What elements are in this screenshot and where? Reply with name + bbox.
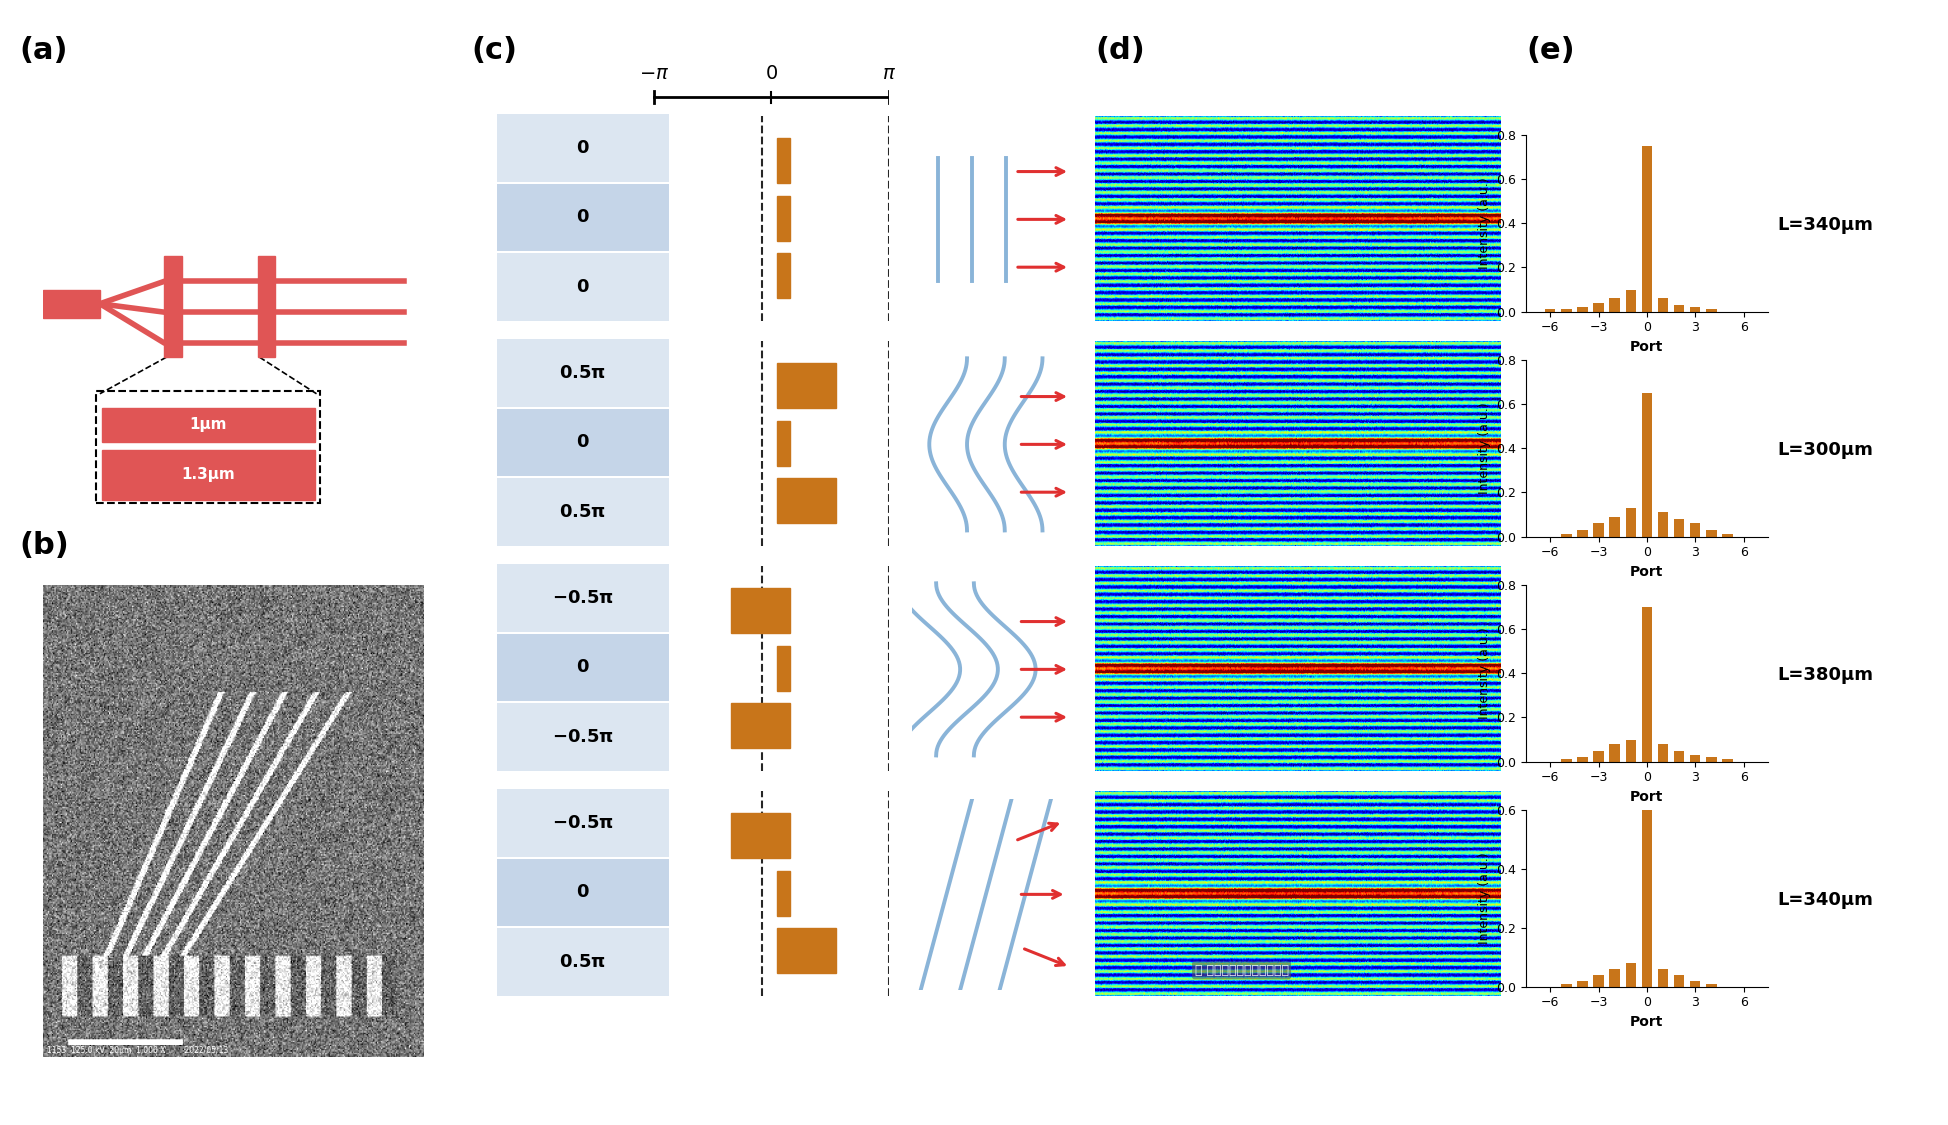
Bar <box>1704 757 1716 762</box>
Bar <box>101 450 314 500</box>
Bar <box>1704 983 1716 987</box>
Bar <box>1658 512 1667 537</box>
Bar <box>730 588 789 633</box>
Bar <box>1576 981 1588 987</box>
Text: $\mathbf{0}$: $\mathbf{0}$ <box>577 883 588 901</box>
Text: $\mathbf{-0.5\pi}$: $\mathbf{-0.5\pi}$ <box>551 590 614 608</box>
Text: L=380μm: L=380μm <box>1777 666 1872 684</box>
X-axis label: Port: Port <box>1629 565 1664 579</box>
Bar <box>777 253 789 298</box>
Bar <box>1560 309 1570 312</box>
X-axis label: Port: Port <box>1629 790 1664 804</box>
Text: L=340μm: L=340μm <box>1777 216 1872 234</box>
Bar <box>1658 744 1667 762</box>
Bar <box>1593 750 1603 762</box>
Bar <box>1704 309 1716 312</box>
Bar <box>1658 969 1667 987</box>
Bar <box>1689 307 1699 312</box>
Bar <box>1625 739 1634 762</box>
Bar <box>777 196 789 241</box>
Bar <box>1673 519 1683 537</box>
Bar <box>1609 969 1619 987</box>
Bar <box>1640 393 1652 537</box>
Text: 1μm: 1μm <box>189 417 226 432</box>
Bar <box>1689 755 1699 762</box>
Bar <box>1625 963 1634 987</box>
X-axis label: Port: Port <box>1629 1015 1664 1029</box>
Bar <box>1560 983 1570 987</box>
Text: (c): (c) <box>471 36 518 65</box>
Text: $\mathbf{-0.5\pi}$: $\mathbf{-0.5\pi}$ <box>551 814 614 832</box>
Bar <box>1609 744 1619 762</box>
Text: Ⓝ 沃特德古董特纳纳光子学: Ⓝ 沃特德古董特纳纳光子学 <box>1194 964 1288 976</box>
Bar <box>1722 534 1732 537</box>
Text: $\pi$: $\pi$ <box>880 64 896 82</box>
Text: $\mathbf{0}$: $\mathbf{0}$ <box>577 140 588 158</box>
Bar <box>1658 298 1667 312</box>
Text: $\mathbf{0}$: $\mathbf{0}$ <box>577 278 588 296</box>
Bar <box>730 813 789 858</box>
Bar <box>1593 975 1603 987</box>
Text: 1.3μm: 1.3μm <box>181 467 236 483</box>
Text: 1153  125.0 kV  20μm  1,000 X        2022/05/13: 1153 125.0 kV 20μm 1,000 X 2022/05/13 <box>47 1046 228 1055</box>
Text: $\mathbf{0}$: $\mathbf{0}$ <box>577 433 588 451</box>
Bar <box>1545 309 1555 312</box>
Text: L=300μm: L=300μm <box>1777 441 1872 459</box>
Bar <box>101 407 314 441</box>
Bar <box>730 703 789 748</box>
Bar <box>1593 523 1603 537</box>
Text: $\mathbf{0.5\pi}$: $\mathbf{0.5\pi}$ <box>559 503 606 521</box>
Y-axis label: Intensity (a.u.): Intensity (a.u.) <box>1477 403 1490 494</box>
Bar <box>1640 810 1652 987</box>
Bar <box>1704 530 1716 537</box>
Bar <box>1689 981 1699 987</box>
Bar <box>1722 759 1732 762</box>
Text: $\mathbf{0.5\pi}$: $\mathbf{0.5\pi}$ <box>559 364 606 382</box>
Bar <box>777 646 789 691</box>
X-axis label: Port: Port <box>1629 340 1664 354</box>
Text: (a): (a) <box>19 36 68 65</box>
Text: $-\pi$: $-\pi$ <box>639 64 668 82</box>
Bar <box>43 289 99 317</box>
Bar <box>1609 298 1619 312</box>
Bar <box>777 421 789 466</box>
Bar <box>1673 975 1683 987</box>
Bar <box>777 478 836 523</box>
Text: $\mathbf{0.5\pi}$: $\mathbf{0.5\pi}$ <box>559 953 606 971</box>
Bar <box>1640 608 1652 762</box>
Text: (e): (e) <box>1525 36 1574 65</box>
Bar <box>1689 523 1699 537</box>
Text: $\mathbf{-0.5\pi}$: $\mathbf{-0.5\pi}$ <box>551 728 614 746</box>
Bar <box>1625 289 1634 312</box>
Text: $\mathbf{0}$: $\mathbf{0}$ <box>577 208 588 226</box>
Bar <box>777 928 836 973</box>
Bar <box>777 871 789 916</box>
Y-axis label: Intensity (a.u.): Intensity (a.u.) <box>1477 853 1490 944</box>
Text: (b): (b) <box>19 531 70 560</box>
Bar <box>1593 303 1603 312</box>
Bar <box>777 138 789 183</box>
Bar <box>1576 757 1588 762</box>
Text: $0$: $0$ <box>764 64 777 82</box>
Y-axis label: Intensity (a.u.): Intensity (a.u.) <box>1477 178 1490 269</box>
Bar <box>1609 516 1619 537</box>
Bar <box>1640 146 1652 312</box>
Bar <box>1560 534 1570 537</box>
Text: $\mathbf{0}$: $\mathbf{0}$ <box>577 658 588 676</box>
Bar <box>1576 307 1588 312</box>
Bar <box>1673 305 1683 312</box>
Y-axis label: Intensity (a.u.): Intensity (a.u.) <box>1477 628 1490 719</box>
Bar <box>257 255 275 358</box>
Bar <box>164 255 181 358</box>
Bar <box>777 363 836 408</box>
Bar <box>1576 530 1588 537</box>
Bar <box>1673 750 1683 762</box>
Bar <box>95 390 319 504</box>
Text: L=340μm: L=340μm <box>1777 891 1872 909</box>
Bar <box>1625 507 1634 537</box>
Text: (d): (d) <box>1095 36 1145 65</box>
Bar <box>1560 759 1570 762</box>
